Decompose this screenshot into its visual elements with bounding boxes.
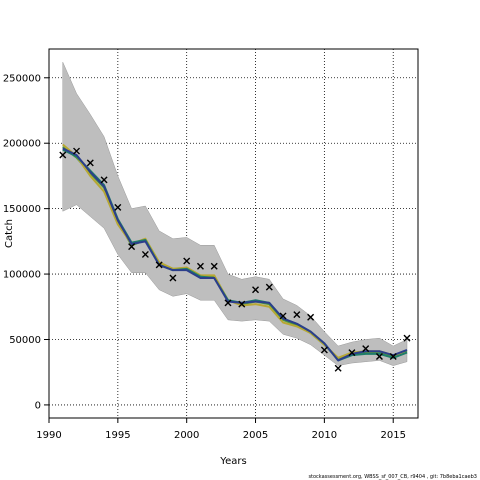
observed-point xyxy=(86,159,94,167)
y-tick-label: 50000 xyxy=(9,335,41,346)
footer-text: stockassessment.org, WBSS_sf_007_CB, r94… xyxy=(308,474,477,480)
observed-point xyxy=(403,334,411,342)
observed-point xyxy=(100,176,108,184)
observed-point xyxy=(334,364,342,372)
y-tick-label: 100000 xyxy=(3,270,41,281)
observed-point xyxy=(224,299,232,307)
observed-point xyxy=(183,257,191,265)
observed-point xyxy=(155,261,163,269)
y-tick-label: 150000 xyxy=(3,204,41,215)
observed-point xyxy=(279,312,287,320)
y-tick-label: 250000 xyxy=(3,73,41,84)
x-tick-label: 2005 xyxy=(243,430,268,441)
observed-point xyxy=(114,203,122,211)
observed-point xyxy=(196,262,204,270)
band-area xyxy=(62,61,408,366)
confidence-band xyxy=(62,61,408,366)
observed-point xyxy=(169,274,177,282)
observed-point xyxy=(389,353,397,360)
observed-point xyxy=(59,151,67,159)
observed-point xyxy=(128,243,136,251)
observed-point xyxy=(348,349,356,357)
x-axis-ticks: 1990 1995 2000 2005 2010 2015 xyxy=(36,418,406,441)
x-tick-label: 2000 xyxy=(174,430,199,441)
y-tick-label: 200000 xyxy=(3,139,41,150)
y-tick-label: 0 xyxy=(35,400,41,411)
observed-point xyxy=(293,311,301,319)
x-axis-label: Years xyxy=(219,456,246,467)
observed-point xyxy=(265,283,273,291)
x-tick-label: 2015 xyxy=(380,430,405,441)
grid-lines xyxy=(48,49,418,418)
observed-point xyxy=(307,313,315,321)
plot-frame xyxy=(48,48,419,419)
y-axis-ticks: 0 50000 100000 150000 200000 250000 xyxy=(3,73,49,411)
observed-point xyxy=(252,286,260,294)
observed-point xyxy=(73,147,81,155)
x-tick-label: 1990 xyxy=(36,430,61,441)
x-tick-label: 2010 xyxy=(312,430,337,441)
observed-point xyxy=(210,262,218,270)
y-axis-label: Catch xyxy=(4,219,15,248)
observed-point xyxy=(362,345,370,353)
observed-point xyxy=(238,300,246,308)
observed-point xyxy=(375,353,383,360)
observed-points xyxy=(59,147,411,372)
x-tick-label: 1995 xyxy=(105,430,130,441)
observed-point xyxy=(141,250,149,258)
observed-point xyxy=(320,346,328,354)
